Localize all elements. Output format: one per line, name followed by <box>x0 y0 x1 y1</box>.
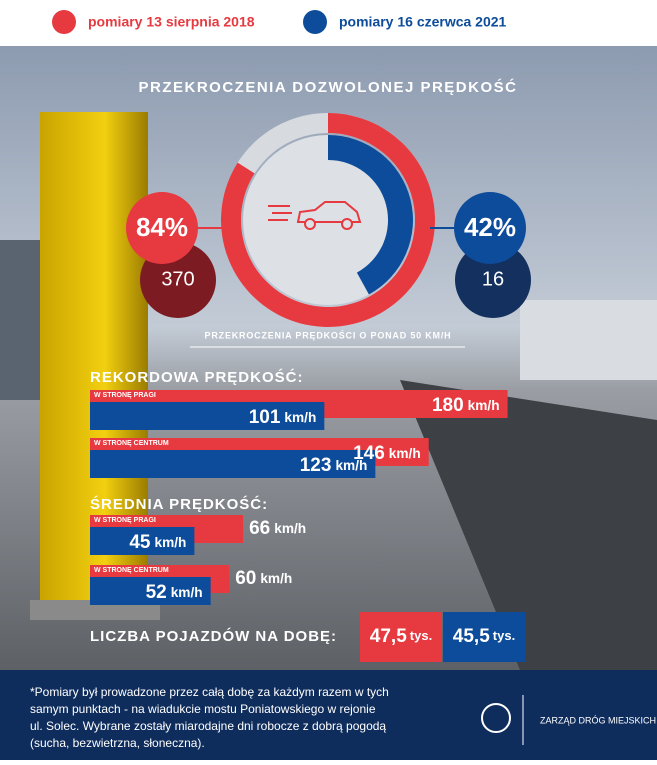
value-number: 146 <box>353 443 385 464</box>
donut-arc <box>328 135 413 295</box>
value-unit: km/h <box>154 535 186 550</box>
percent-bubble <box>126 192 198 264</box>
value-label: 60 km/h <box>235 568 292 589</box>
count-label: 16 <box>482 268 504 290</box>
vehicle-box <box>443 612 525 662</box>
footnote: (sucha, bezwietrzna, słoneczna). <box>30 736 205 750</box>
value-number: 45 <box>129 532 151 553</box>
building <box>520 300 657 380</box>
section-title: REKORDOWA PRĘDKOŚĆ: <box>90 368 303 386</box>
value-unit: km/h <box>468 398 500 413</box>
direction-label: W STRONĘ PRAGI <box>94 392 156 399</box>
legend-label: pomiary 16 czerwca 2021 <box>339 14 507 30</box>
value-unit: km/h <box>335 458 367 473</box>
value-number: 180 <box>432 395 464 416</box>
count-bubble <box>455 242 531 318</box>
legend-label: pomiary 13 sierpnia 2018 <box>88 14 255 30</box>
car-wheel <box>304 218 316 230</box>
vehicle-number: 47,5 <box>370 626 407 647</box>
vehicle-label: 45,5 tys. <box>453 626 515 647</box>
value-label: 52 km/h <box>146 582 203 603</box>
car-wheel <box>341 218 353 230</box>
value-number: 60 <box>235 568 256 589</box>
value-label: 180 km/h <box>432 395 500 416</box>
value-unit: km/h <box>284 410 316 425</box>
percent-label: 84% <box>136 212 188 242</box>
bar-2021 <box>90 402 325 430</box>
value-unit: km/h <box>171 585 203 600</box>
percent-bubble <box>454 192 526 264</box>
section-title: ŚREDNIA PRĘDKOŚĆ: <box>90 495 268 513</box>
legend-swatch <box>52 10 76 34</box>
value-label: 45 km/h <box>129 532 186 553</box>
value-number: 52 <box>146 582 167 603</box>
value-label: 146 km/h <box>353 443 421 464</box>
value-unit: km/h <box>389 446 421 461</box>
footnote: *Pomiary był prowadzone przez całą dobę … <box>30 685 389 699</box>
logo-emblem <box>481 703 511 733</box>
value-label: 123 km/h <box>300 455 368 476</box>
vehicle-box <box>360 612 442 662</box>
legend-swatch <box>303 10 327 34</box>
footnote: ul. Solec. Wybrane zostały miarodajne dn… <box>30 719 386 733</box>
footer <box>0 670 657 760</box>
direction-label: W STRONĘ PRAGI <box>94 517 156 524</box>
car-icon <box>296 201 362 223</box>
header <box>0 0 657 46</box>
direction-label: W STRONĘ CENTRUM <box>94 440 169 447</box>
value-number: 66 <box>249 518 270 539</box>
percent-label: 42% <box>464 212 516 242</box>
bar-2021 <box>90 527 195 555</box>
direction-label: W STRONĘ CENTRUM <box>94 567 169 574</box>
value-number: 101 <box>249 407 281 428</box>
vehicle-number: 45,5 <box>453 626 490 647</box>
bar-2021 <box>90 450 376 478</box>
value-label: 66 km/h <box>249 518 306 539</box>
count-label: 370 <box>161 268 194 290</box>
vehicle-label: 47,5 tys. <box>370 626 432 647</box>
value-unit: km/h <box>274 521 306 536</box>
value-number: 123 <box>300 455 332 476</box>
footnote: samym punktach - na wiadukcie mostu Poni… <box>30 702 376 716</box>
value-unit: km/h <box>260 571 292 586</box>
bar-2021 <box>90 577 211 605</box>
donut-caption: PRZEKROCZENIA PRĘDKOŚCI O PONAD 50 KM/H <box>205 329 452 340</box>
vehicle-unit: tys. <box>410 628 432 643</box>
section-title: LICZBA POJAZDÓW NA DOBĘ: <box>90 627 337 645</box>
road <box>400 380 657 670</box>
vehicle-unit: tys. <box>493 628 515 643</box>
logo-text: ZARZĄD DRÓG MIEJSKICH <box>540 715 656 725</box>
title: PRZEKROCZENIA DOZWOLONEJ PRĘDKOŚĆ <box>139 78 518 96</box>
value-label: 101 km/h <box>249 407 317 428</box>
